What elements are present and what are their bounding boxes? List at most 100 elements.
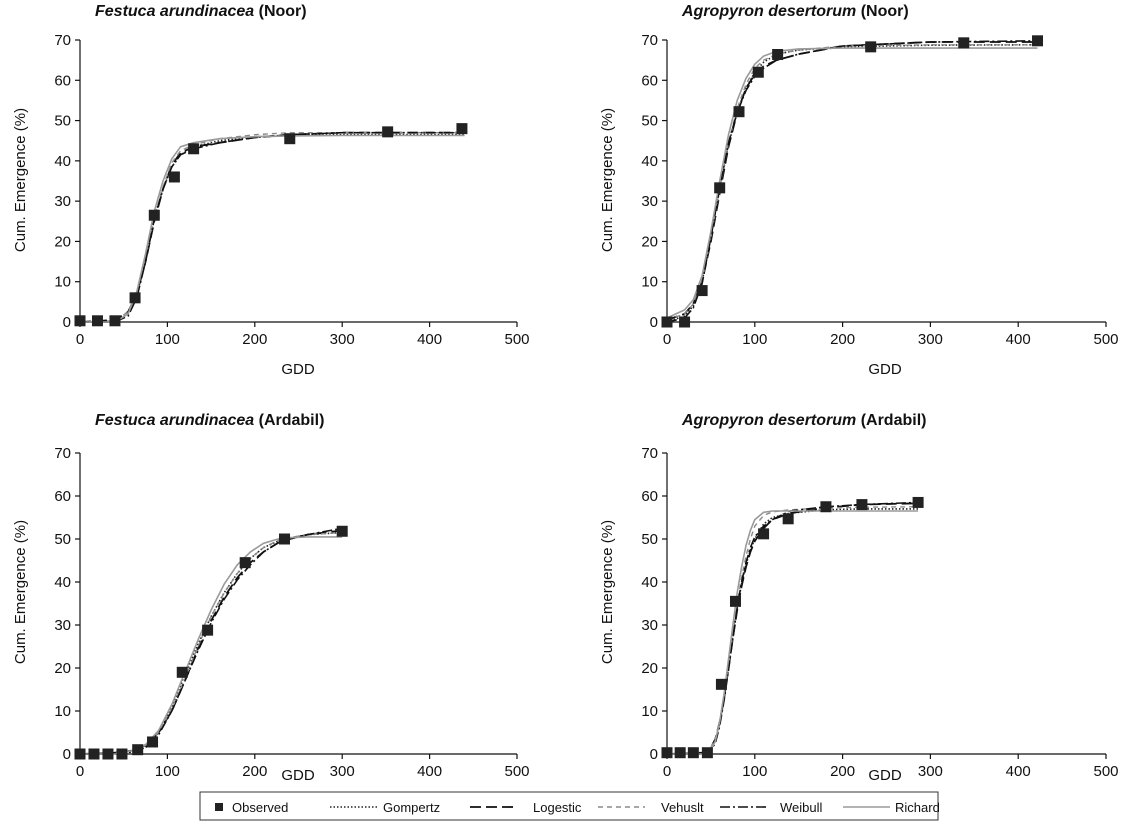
observed-point (168, 171, 180, 183)
series-vehuslt-line (666, 506, 919, 755)
chart-panel-agropyron-noor: Agropyron desertorum (Noor) Cum. Emergen… (599, 3, 1119, 378)
x-axis-label: GDD (868, 767, 902, 784)
observed-point (109, 315, 121, 327)
x-tick-label: 300 (918, 331, 943, 348)
chart-panel-festuca-ardabil: Festuca arundinacea (Ardabil) Cum. Emerg… (12, 412, 530, 784)
x-tick-label: 100 (155, 331, 180, 348)
x-tick-label: 0 (76, 763, 84, 780)
y-tick-label: 40 (54, 153, 71, 170)
x-tick-label: 200 (830, 331, 855, 348)
observed-point (772, 49, 784, 61)
x-axis-label: GDD (281, 361, 315, 378)
observed-point (714, 182, 726, 194)
legend-label-vehuslt: Vehuslt (661, 800, 704, 815)
observed-point (336, 525, 348, 537)
observed-point (912, 496, 924, 508)
series-weibull-line (80, 527, 343, 755)
y-axis-label: Cum. Emergence (%) (599, 108, 616, 252)
observed-point (856, 499, 868, 511)
x-axis-label: GDD (868, 361, 902, 378)
y-tick-label: 50 (54, 113, 71, 130)
observed-point (116, 748, 128, 760)
y-tick-label: 60 (641, 72, 658, 89)
y-tick-label: 40 (641, 574, 658, 591)
x-tick-label: 400 (1006, 763, 1031, 780)
x-tick-label: 0 (663, 331, 671, 348)
legend-box (199, 791, 939, 821)
x-tick-label: 100 (742, 763, 767, 780)
y-tick-label: 20 (54, 233, 71, 250)
x-tick-label: 400 (417, 763, 442, 780)
y-axis-label: Cum. Emergence (%) (12, 520, 29, 664)
x-tick-label: 500 (1093, 331, 1118, 348)
observed-point (91, 315, 103, 327)
series-logestic-line (79, 529, 343, 755)
x-tick-label: 200 (242, 763, 267, 780)
x-tick-label: 400 (417, 331, 442, 348)
series-vehuslt-line (79, 531, 343, 755)
x-tick-label: 100 (155, 763, 180, 780)
y-tick-label: 0 (650, 746, 658, 763)
observed-point (279, 533, 291, 545)
observed-point (284, 133, 296, 145)
observed-point (701, 747, 713, 759)
x-tick-label: 500 (1093, 763, 1118, 780)
x-tick-label: 300 (918, 763, 943, 780)
legend: Observed Gompertz Logestic Vehuslt Weibull Ri… (199, 791, 940, 821)
x-tick-label: 0 (76, 331, 84, 348)
chart-panel-festuca-noor: Festuca arundinacea (Noor) Cum. Emergenc… (12, 3, 530, 378)
legend-label-logestic: Logestic (533, 800, 582, 815)
chart-title: Festuca arundinacea (Noor) (95, 3, 307, 20)
y-tick-label: 20 (54, 660, 71, 677)
chart-panel-agropyron-ardabil: Agropyron desertorum (Ardabil) Cum. Emer… (599, 412, 1119, 784)
series-logestic-line (666, 41, 1038, 321)
y-tick-label: 70 (54, 445, 71, 462)
series-weibull-line (667, 501, 919, 755)
y-tick-label: 40 (641, 153, 658, 170)
observed-point (865, 41, 877, 53)
observed-point (239, 557, 251, 569)
series-vehuslt-line (666, 44, 1038, 321)
observed-point (661, 747, 673, 759)
y-axis-label: Cum. Emergence (%) (12, 108, 29, 252)
y-tick-label: 50 (641, 113, 658, 130)
chart-title: Agropyron desertorum (Ardabil) (681, 412, 926, 429)
observed-point (148, 209, 160, 221)
x-axis-label: GDD (281, 767, 315, 784)
observed-point (88, 748, 100, 760)
legend-observed-marker (215, 803, 223, 811)
y-tick-label: 10 (54, 703, 71, 720)
observed-point (74, 748, 86, 760)
observed-point (715, 678, 727, 690)
observed-point (661, 316, 673, 328)
observed-point (687, 747, 699, 759)
series-richard-line (667, 510, 919, 755)
series-weibull-line (666, 40, 1038, 323)
observed-point (758, 528, 770, 540)
observed-point (733, 106, 745, 118)
series-gompertz-line (80, 531, 343, 755)
y-tick-label: 50 (54, 531, 71, 548)
y-tick-label: 20 (641, 233, 658, 250)
x-tick-label: 500 (504, 331, 529, 348)
observed-point (820, 501, 832, 513)
observed-point (696, 285, 708, 297)
x-tick-label: 100 (742, 331, 767, 348)
y-tick-label: 60 (54, 488, 71, 505)
y-tick-label: 30 (641, 193, 658, 210)
series-gompertz-line (667, 508, 919, 755)
y-axis-label: Cum. Emergence (%) (599, 520, 616, 664)
observed-point (74, 315, 86, 327)
y-tick-label: 70 (641, 32, 658, 49)
y-tick-label: 60 (641, 488, 658, 505)
y-tick-label: 30 (54, 193, 71, 210)
observed-point (729, 595, 741, 607)
y-tick-label: 50 (641, 531, 658, 548)
y-tick-label: 0 (63, 746, 71, 763)
x-tick-label: 300 (330, 763, 355, 780)
y-tick-label: 10 (641, 703, 658, 720)
chart-title: Agropyron desertorum (Noor) (681, 3, 909, 20)
series-logestic-line (666, 502, 919, 755)
y-tick-label: 60 (54, 72, 71, 89)
